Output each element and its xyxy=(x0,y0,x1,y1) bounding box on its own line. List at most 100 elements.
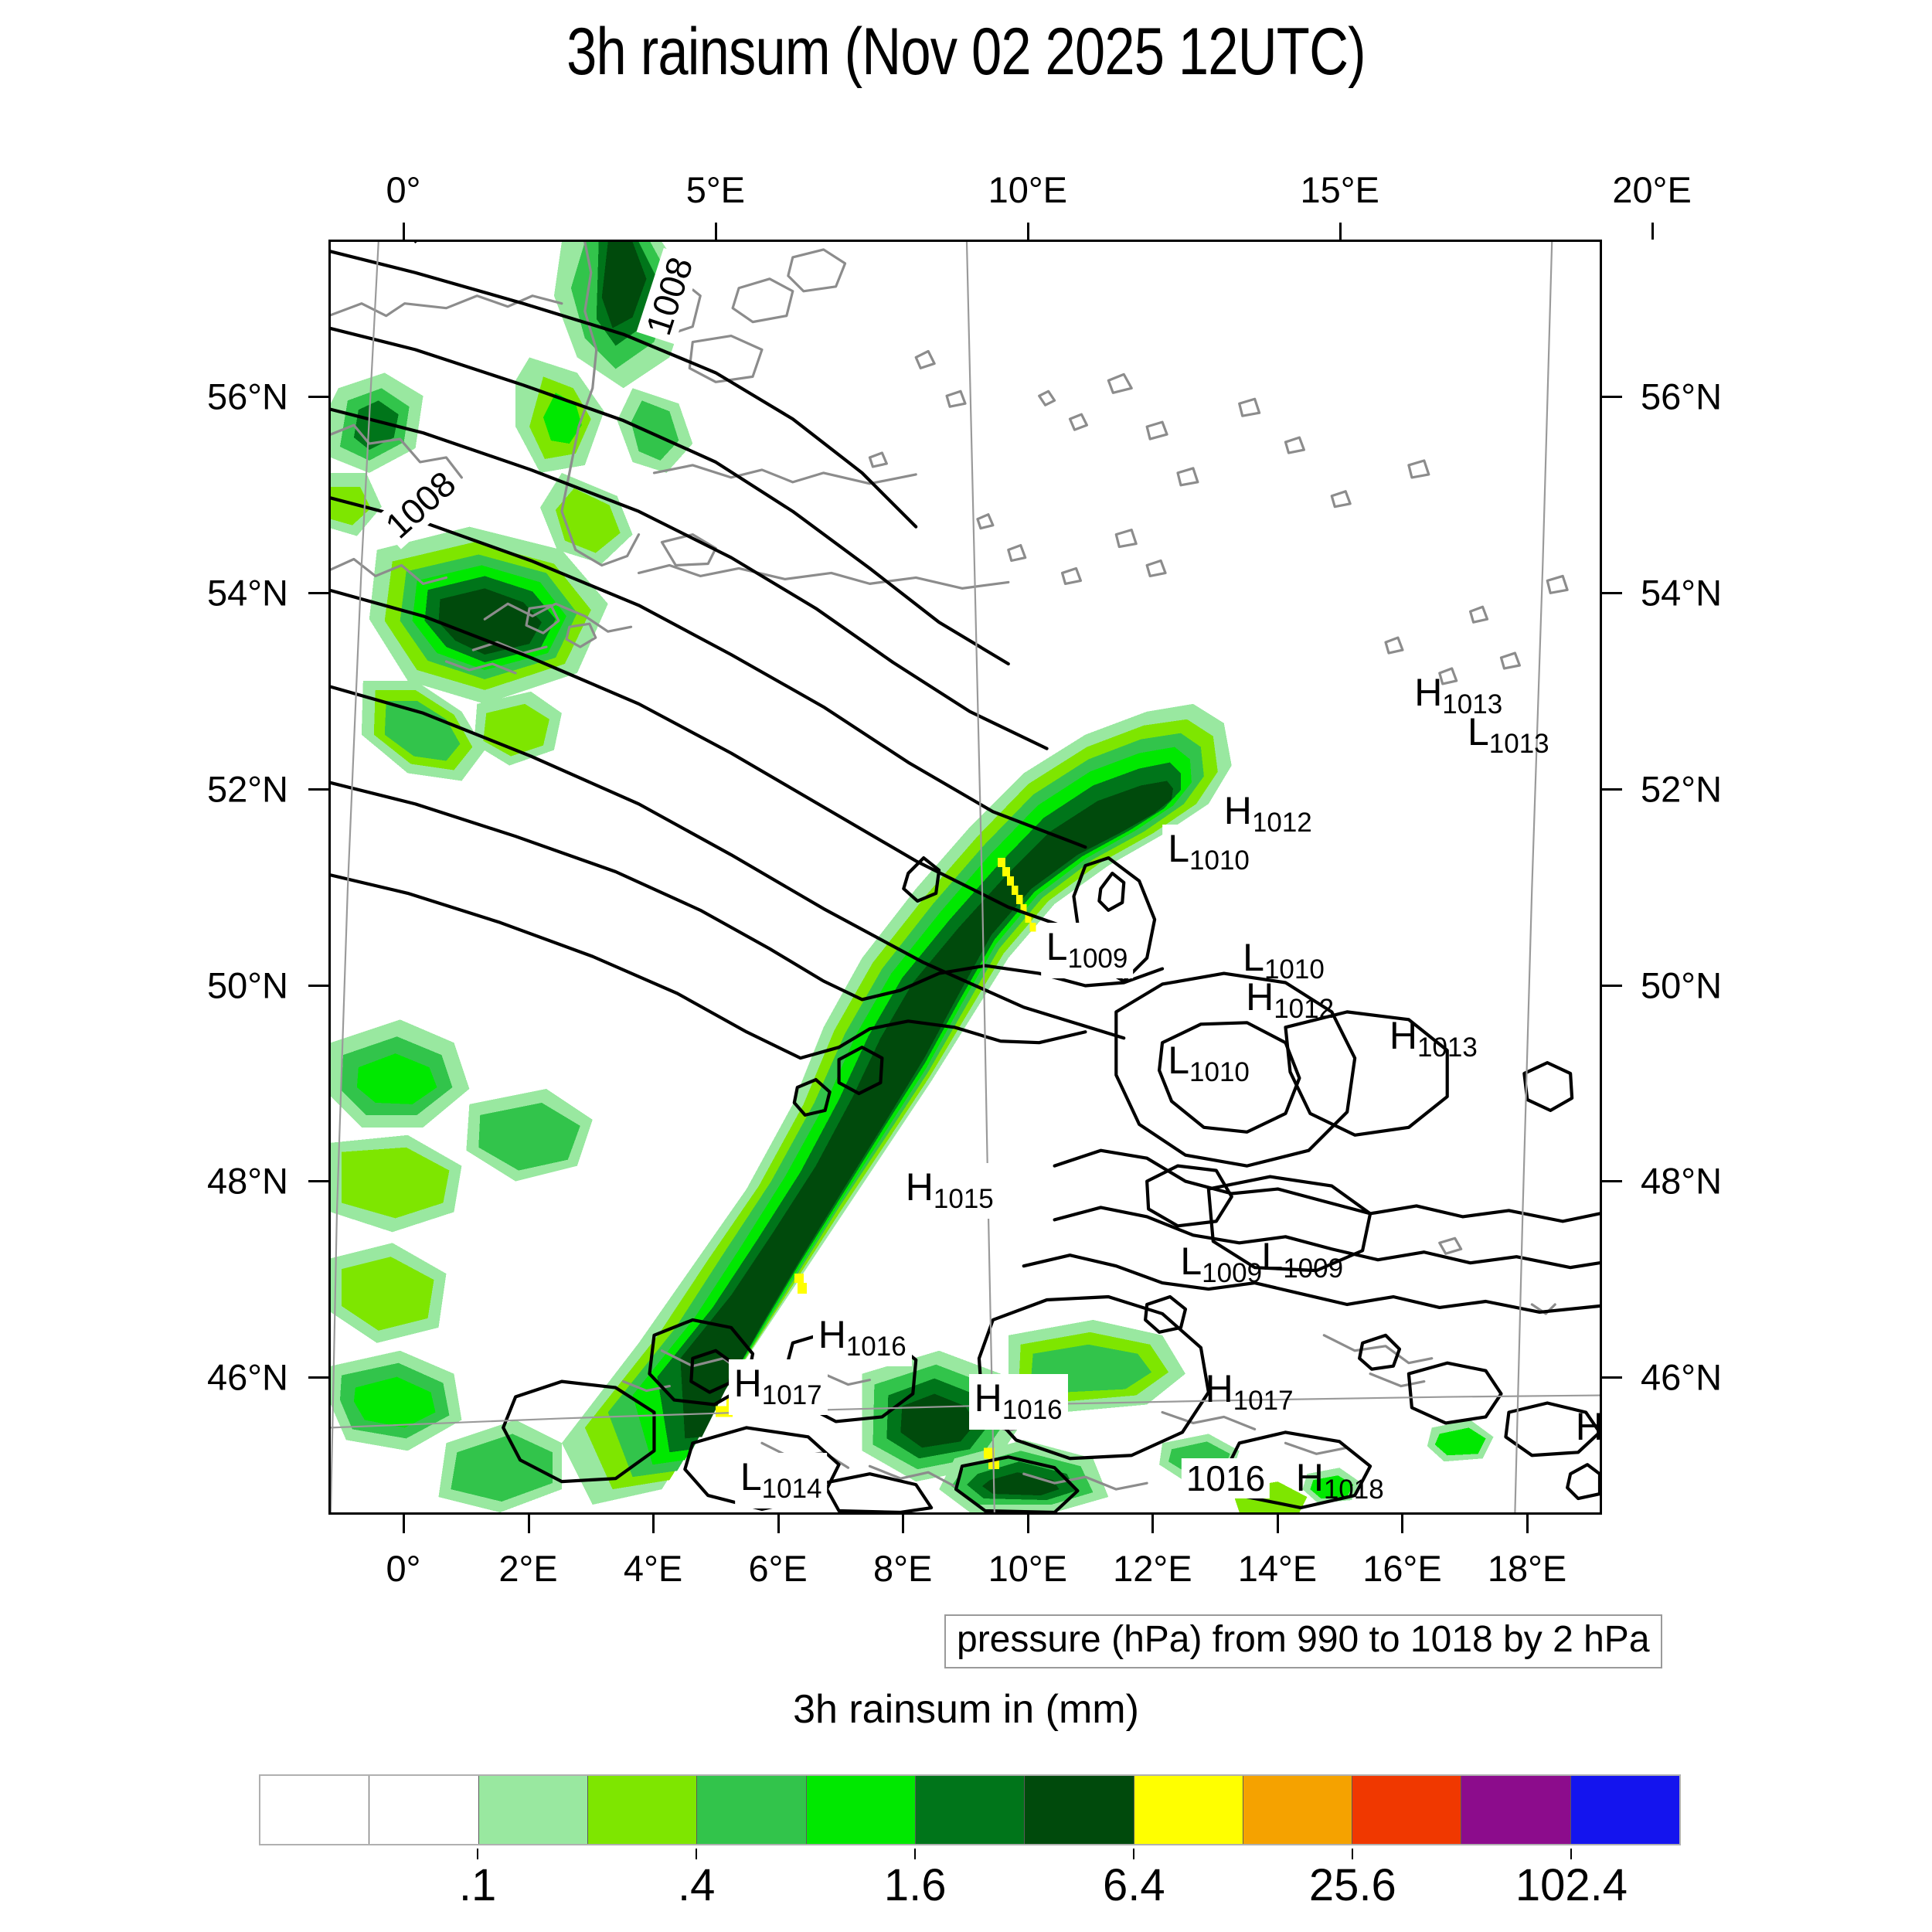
axis-tick-bottom xyxy=(527,1515,530,1533)
colorbar-cell-8[interactable] xyxy=(1134,1776,1243,1844)
extremum-value: 1013 xyxy=(1442,689,1503,720)
axis-tick-bottom xyxy=(1026,1515,1029,1533)
axis-label-right-5: 46°N xyxy=(1641,1356,1723,1398)
colorbar-cell-4[interactable] xyxy=(697,1776,807,1844)
extremum-value: 1012 xyxy=(1274,993,1335,1024)
pressure-extremum-l-5: L1010 xyxy=(1243,938,1325,983)
extremum-value: 1009 xyxy=(1067,944,1128,975)
axis-tick-bottom xyxy=(777,1515,780,1533)
extremum-value: 1017 xyxy=(761,1380,822,1410)
colorbar-cell-0[interactable] xyxy=(260,1776,370,1844)
axis-label-top-4: 20°E xyxy=(1612,169,1692,210)
pressure-extremum-h-0: H1013 xyxy=(1414,673,1502,718)
extremum-type: L xyxy=(1261,1235,1284,1278)
extremum-type: H xyxy=(905,1165,934,1209)
axis-label-left-2: 52°N xyxy=(206,768,288,810)
axis-label-top-2: 10°E xyxy=(988,169,1067,210)
extremum-type: H xyxy=(1575,1404,1604,1448)
colorbar-label-3: 6.4 xyxy=(1102,1860,1165,1910)
pressure-extremum-h-9: H1015 xyxy=(900,1163,999,1219)
axis-tick-right xyxy=(1602,1376,1622,1379)
extremum-value: 1009 xyxy=(1202,1258,1263,1289)
extremum-value: 1010 xyxy=(1264,954,1325,985)
colorbar-cell-11[interactable] xyxy=(1461,1776,1571,1844)
axis-tick-bottom xyxy=(652,1515,655,1533)
pressure-extremum-l-3: L1010 xyxy=(1162,825,1255,881)
axis-tick-top xyxy=(1026,223,1029,240)
colorbar-cell-3[interactable] xyxy=(587,1776,698,1844)
axis-label-bottom-1: 2°E xyxy=(498,1548,558,1589)
axis-label-bottom-3: 6°E xyxy=(748,1548,808,1589)
colorbar-cell-10[interactable] xyxy=(1352,1776,1462,1844)
extremum-type: H xyxy=(1389,1014,1417,1058)
precipitation-field xyxy=(331,242,1494,1512)
extremum-type: L xyxy=(1243,935,1264,979)
pressure-legend-box: pressure (hPa) from 990 to 1018 by 2 hPa xyxy=(944,1614,1662,1668)
extremum-type: L xyxy=(740,1454,762,1498)
pressure-extremum-h-13: H1017 xyxy=(728,1359,828,1415)
pressure-extremum-h-2: H1012 xyxy=(1224,791,1312,836)
extremum-type: H xyxy=(974,1376,1002,1420)
extremum-type: H xyxy=(1223,788,1252,832)
map-panel[interactable]: 1000 1008 1008 1016 xyxy=(328,240,1602,1515)
extremum-type: L xyxy=(1168,827,1190,871)
colorbar-label-4: 25.6 xyxy=(1308,1860,1396,1910)
pressure-extremum-h-16: H xyxy=(1576,1407,1604,1446)
colorbar-cell-7[interactable] xyxy=(1025,1776,1134,1844)
axis-tick-top xyxy=(402,223,405,240)
axis-tick-bottom xyxy=(902,1515,905,1533)
axis-tick-bottom xyxy=(1526,1515,1529,1533)
extremum-value: 1013 xyxy=(1417,1032,1478,1063)
axis-label-bottom-5: 10°E xyxy=(988,1548,1067,1589)
colorbar-tick-1 xyxy=(696,1849,698,1859)
axis-tick-left xyxy=(308,787,328,791)
extremum-value: 1009 xyxy=(1283,1253,1344,1284)
pressure-extremum-h-6: H1012 xyxy=(1246,978,1334,1022)
extremum-value: 1010 xyxy=(1189,845,1250,876)
colorbar-cell-5[interactable] xyxy=(806,1776,916,1844)
axis-label-bottom-4: 8°E xyxy=(873,1548,933,1589)
colorbar-cell-12[interactable] xyxy=(1570,1776,1680,1844)
colorbar-label-0: .1 xyxy=(458,1860,497,1910)
axis-tick-left xyxy=(308,591,328,594)
axis-tick-top xyxy=(1651,223,1654,240)
axis-label-left-0: 56°N xyxy=(206,376,288,417)
colorbar-cell-9[interactable] xyxy=(1243,1776,1353,1844)
axis-label-top-1: 5°E xyxy=(685,169,746,210)
extremum-type: L xyxy=(1467,709,1489,753)
axis-tick-left xyxy=(308,1376,328,1379)
colorbar-tick-2 xyxy=(914,1849,917,1859)
colorbar-cell-1[interactable] xyxy=(369,1776,479,1844)
axis-label-bottom-6: 12°E xyxy=(1113,1548,1192,1589)
colorbar-label-5: 102.4 xyxy=(1515,1860,1628,1910)
colorbar-tick-0 xyxy=(477,1849,479,1859)
pressure-extremum-l-8: L1010 xyxy=(1168,1041,1250,1086)
axis-label-top-0: 0° xyxy=(386,169,421,210)
axis-tick-bottom xyxy=(1151,1515,1155,1533)
axis-label-left-1: 54°N xyxy=(206,572,288,614)
extremum-value: 1016 xyxy=(845,1331,906,1362)
colorbar[interactable] xyxy=(259,1774,1681,1845)
axis-label-right-3: 50°N xyxy=(1641,964,1723,1006)
pressure-extremum-l-4: L1009 xyxy=(1040,923,1134,979)
extremum-value: 1015 xyxy=(933,1184,994,1215)
extremum-value: 1014 xyxy=(761,1473,822,1504)
axis-label-top-3: 15°E xyxy=(1300,169,1379,210)
extremum-value: 1013 xyxy=(1488,728,1549,759)
extremum-value: 1012 xyxy=(1251,807,1312,838)
graticule xyxy=(331,242,1600,1512)
axis-tick-right xyxy=(1602,1180,1622,1183)
colorbar-cell-6[interactable] xyxy=(915,1776,1026,1844)
extremum-type: H xyxy=(1295,1455,1324,1499)
pressure-extremum-l-1: L1013 xyxy=(1468,713,1549,757)
axis-label-left-3: 50°N xyxy=(206,964,288,1006)
axis-label-bottom-8: 16°E xyxy=(1362,1548,1442,1589)
contour-label-1016: 1016 xyxy=(1181,1458,1270,1498)
axis-tick-left xyxy=(308,1180,328,1183)
axis-label-right-2: 52°N xyxy=(1641,768,1723,810)
extremum-type: H xyxy=(1205,1367,1233,1411)
colorbar-cell-2[interactable] xyxy=(478,1776,588,1844)
axis-label-right-0: 56°N xyxy=(1641,376,1723,417)
extremum-type: H xyxy=(1414,671,1443,715)
pressure-extremum-l-11: L1009 xyxy=(1261,1237,1343,1282)
